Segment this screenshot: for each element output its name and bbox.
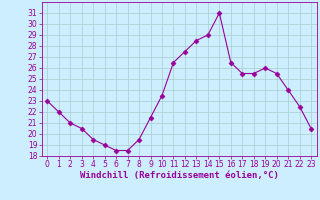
X-axis label: Windchill (Refroidissement éolien,°C): Windchill (Refroidissement éolien,°C) bbox=[80, 171, 279, 180]
